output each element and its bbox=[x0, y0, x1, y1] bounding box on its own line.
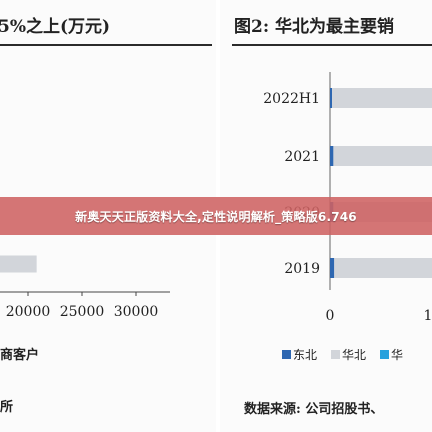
right-legend-item-2: 华 bbox=[380, 346, 403, 363]
right-legend-item-0: 东北 bbox=[282, 346, 317, 363]
right-source-text: 数据来源: 公司招股书、 bbox=[244, 402, 384, 417]
right-bar-row0-s0 bbox=[330, 88, 333, 108]
left-x-tick-label-1: 25000 bbox=[60, 304, 105, 320]
banner-text[interactable]: 新奥天天正版资料大全,定性说明解析_策略版6.746 bbox=[75, 209, 357, 224]
left-x-tick-label-2: 30000 bbox=[114, 304, 159, 320]
left-title-rule bbox=[0, 44, 212, 46]
right-bar-chart: 2022H120212020201901 bbox=[263, 72, 432, 324]
left-x-tick-label-0: 20000 bbox=[6, 304, 51, 320]
right-x-tick-label-1: 1 bbox=[424, 308, 432, 324]
right-category-label-3: 2019 bbox=[284, 261, 320, 277]
right-chart-title: 图2: 华北为最主要销 bbox=[234, 17, 395, 37]
left-chart-title: 5%之上(万元) bbox=[0, 17, 111, 37]
right-bar-row3-s1 bbox=[334, 258, 432, 278]
right-legend-swatch-0 bbox=[282, 350, 291, 359]
overlay-banner[interactable]: 新奥天天正版资料大全,定性说明解析_策略版6.746 bbox=[0, 197, 432, 235]
left-bar-chart: 20000 25000 30000 bbox=[0, 255, 170, 320]
right-category-label-0: 2022H1 bbox=[263, 91, 320, 107]
right-legend-swatch-1 bbox=[331, 350, 341, 359]
right-legend-item-1: 华北 bbox=[331, 346, 366, 363]
right-legend-label-2: 华 bbox=[391, 348, 404, 362]
right-bar-row1-s1 bbox=[333, 146, 432, 166]
right-title-rule bbox=[232, 44, 432, 46]
right-category-label-1: 2021 bbox=[284, 149, 320, 165]
right-legend-label-1: 华北 bbox=[342, 348, 367, 362]
right-bar-row1-s0 bbox=[330, 146, 334, 166]
right-legend-swatch-2 bbox=[380, 350, 390, 359]
left-footer-text: 所 bbox=[0, 400, 14, 415]
right-legend-label-0: 东北 bbox=[293, 348, 318, 362]
right-bar-row3-s0 bbox=[330, 258, 335, 278]
left-legend-text: 商客户 bbox=[0, 348, 40, 363]
left-bar-row2-s1 bbox=[0, 255, 37, 273]
right-x-tick-label-0: 0 bbox=[326, 308, 335, 324]
right-bar-row0-s1 bbox=[332, 88, 432, 108]
right-legend: 东北 华北 华 bbox=[282, 346, 413, 363]
